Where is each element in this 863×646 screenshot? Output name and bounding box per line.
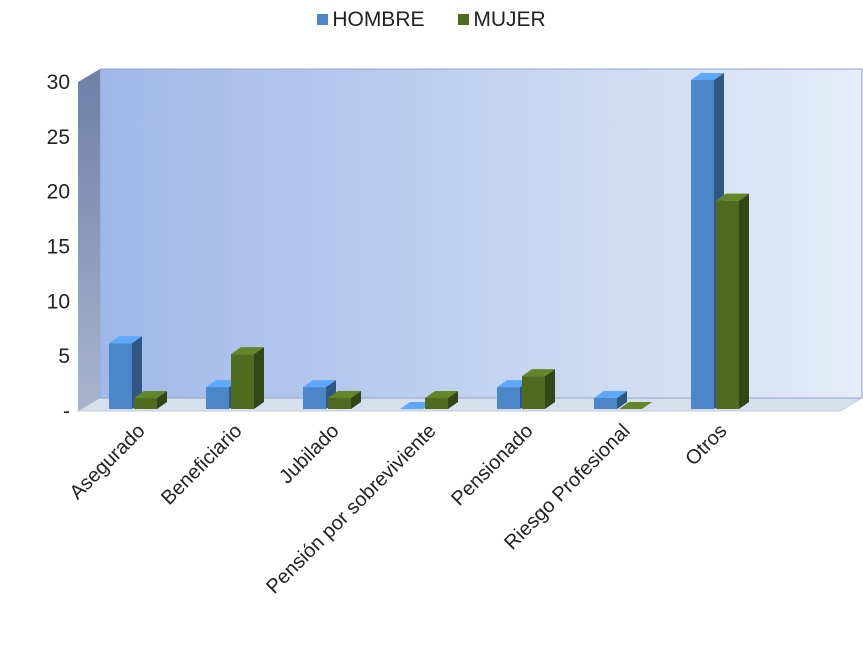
bar-mujer-0 (134, 391, 167, 409)
y-tick-label: - (63, 400, 70, 423)
x-tick-label: Pensión por sobreviviente (262, 420, 440, 598)
y-tick-label: 15 (47, 236, 70, 259)
x-tick-label: Jubilado (275, 420, 343, 488)
legend-label-hombre: HOMBRE (332, 8, 425, 31)
bar-hombre-0 (109, 336, 142, 409)
y-tick-label: 25 (47, 126, 70, 149)
x-tick-label: Otros (681, 420, 731, 470)
bar-mujer-2 (328, 391, 361, 409)
x-tick-label: Pensionado (447, 420, 537, 510)
y-tick-label: 30 (47, 71, 70, 94)
x-tick-label: Asegurado (66, 420, 150, 504)
bar-mujer-3 (425, 391, 458, 409)
legend: HOMBRE MUJER (0, 8, 863, 32)
legend-item-mujer: MUJER (458, 8, 546, 32)
bar-mujer-6 (716, 193, 749, 409)
x-tick-label: Beneficiario (157, 420, 246, 509)
bar-mujer-5 (619, 402, 652, 409)
bar-mujer-4 (522, 369, 555, 409)
side-wall (78, 69, 100, 411)
y-tick-label: 5 (58, 345, 70, 368)
legend-swatch-hombre (317, 14, 329, 25)
legend-item-hombre: HOMBRE (317, 8, 425, 32)
legend-label-mujer: MUJER (473, 8, 546, 31)
y-axis: - 5 10 15 20 25 30 (47, 71, 70, 423)
bar-hombre-5 (594, 391, 627, 409)
bar-mujer-1 (231, 347, 264, 409)
legend-swatch-mujer (458, 14, 470, 25)
bar-hombre-3 (400, 402, 433, 409)
y-tick-label: 20 (47, 181, 70, 204)
bars (109, 73, 749, 409)
y-tick-label: 10 (47, 290, 70, 313)
